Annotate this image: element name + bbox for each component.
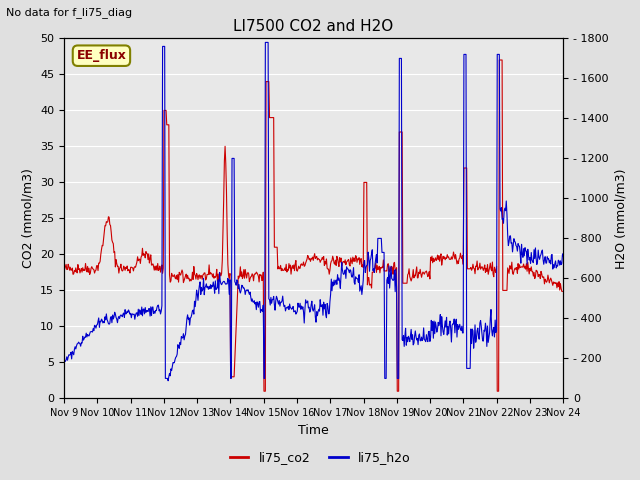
Text: No data for f_li75_diag: No data for f_li75_diag xyxy=(6,7,132,18)
Y-axis label: CO2 (mmol/m3): CO2 (mmol/m3) xyxy=(22,168,35,268)
Title: LI7500 CO2 and H2O: LI7500 CO2 and H2O xyxy=(234,20,394,35)
Text: EE_flux: EE_flux xyxy=(77,49,126,62)
X-axis label: Time: Time xyxy=(298,424,329,437)
Y-axis label: H2O (mmol/m3): H2O (mmol/m3) xyxy=(614,168,627,269)
Legend: li75_co2, li75_h2o: li75_co2, li75_h2o xyxy=(225,446,415,469)
